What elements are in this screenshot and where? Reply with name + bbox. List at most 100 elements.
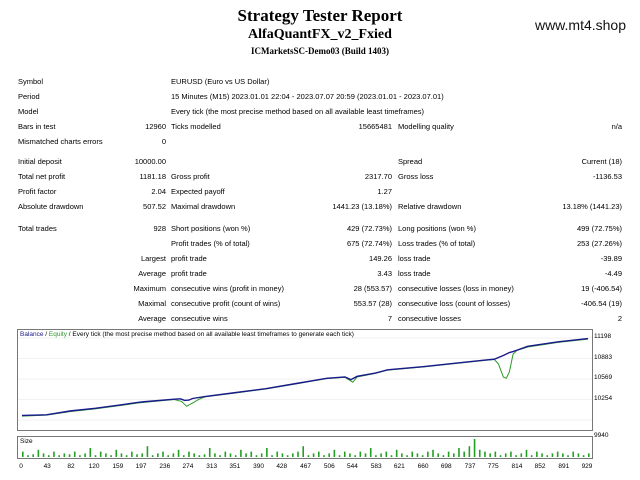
volume-bar: [530, 455, 533, 457]
quality-value: n/a: [611, 122, 622, 131]
volume-bar: [432, 449, 434, 457]
x-tick-label: 467: [300, 463, 311, 470]
volume-bar: [250, 451, 253, 457]
x-tick-label: 428: [276, 463, 288, 470]
balance-line: [21, 337, 589, 417]
volume-bar: [177, 449, 180, 457]
volume-bar: [302, 446, 305, 457]
x-tick-label: 621: [393, 463, 405, 470]
gross-loss-label: Gross loss: [398, 172, 434, 181]
volume-bar: [203, 454, 206, 457]
x-tick-label: 0: [19, 463, 23, 470]
ticks-value: 15665481: [358, 122, 392, 131]
cons-loss-label: consecutive loss (count of losses): [398, 299, 511, 308]
volume-bar: [541, 453, 543, 457]
volume-bar: [110, 455, 112, 457]
volume-bar: [136, 454, 138, 457]
x-tick-label: 82: [67, 463, 75, 470]
cons-wins-label: consecutive wins (profit in money): [171, 284, 284, 293]
volume-bar: [94, 455, 97, 457]
volume-bar: [266, 448, 268, 457]
profit-factor-value: 2.04: [151, 187, 166, 196]
cons-loss-value: -406.54 (19): [581, 299, 622, 308]
abs-drawdown-label: Absolute drawdown: [18, 202, 84, 211]
report-title: Strategy Tester Report: [237, 6, 403, 25]
avg-cons-losses-label: consecutive losses: [398, 314, 461, 323]
maximum-label: Maximum: [133, 284, 166, 293]
server-name: ICMarketsSC-Demo03 (Build 1403): [251, 46, 389, 56]
avg-cons-losses-value: 2: [617, 314, 622, 323]
period-label: Period: [18, 92, 40, 101]
short-value: 429 (72.73%): [346, 224, 392, 233]
x-tick-label: 852: [534, 463, 546, 470]
volume-bar: [546, 455, 549, 457]
largest-profit-value: 149.26: [369, 254, 392, 263]
y-tick-label: 9940: [594, 432, 609, 439]
x-tick-label: 120: [88, 463, 100, 470]
net-profit-value: 1181.18: [139, 172, 166, 181]
volume-bar: [323, 455, 325, 457]
expert-name: AlfaQuantFX_v2_Fxied: [248, 27, 392, 42]
volume-bar: [375, 455, 377, 457]
volume-bar: [312, 453, 315, 457]
volume-bar: [354, 455, 356, 457]
volume-bar: [141, 453, 144, 457]
y-tick-label: 10569: [594, 374, 613, 381]
volume-chart: [17, 436, 593, 459]
volume-bar: [146, 446, 149, 457]
balance-chart-svg: [18, 337, 592, 421]
x-tick-label: 891: [558, 463, 570, 470]
volume-bar: [536, 451, 538, 457]
volume-bar: [58, 455, 60, 457]
volume-bar: [214, 453, 216, 457]
x-tick-label: 737: [464, 463, 476, 470]
volume-bar: [427, 451, 429, 457]
volume-bar: [219, 455, 221, 457]
volume-bar: [510, 451, 512, 457]
gross-profit-value: 2317.70: [364, 172, 392, 181]
cons-losses-label: consecutive losses (loss in money): [398, 284, 514, 293]
volume-bar: [416, 453, 419, 457]
volume-bar: [562, 453, 564, 457]
volume-bar: [79, 455, 81, 457]
volume-bar: [343, 451, 346, 457]
volume-bar: [276, 451, 279, 457]
cons-losses-value: 19 (-406.54): [581, 284, 622, 293]
volume-bar: [307, 455, 310, 457]
spread-label: Spread: [398, 157, 423, 166]
rel-drawdown-value: 13.18% (1441.23): [562, 202, 622, 211]
volume-bar: [380, 453, 382, 457]
volume-bar: [359, 451, 362, 457]
volume-bar: [447, 451, 450, 457]
volume-bar: [520, 453, 523, 457]
avg-cons-wins-value: 7: [387, 314, 392, 323]
volume-bar: [364, 453, 367, 457]
initial-deposit-value: 10000.00: [134, 157, 166, 166]
balance-legend: Balance: [20, 331, 44, 338]
avg-profit-label: profit trade: [171, 269, 207, 278]
short-label: Short positions (won %): [171, 224, 251, 233]
x-tick-label: 814: [511, 463, 523, 470]
symbol-value: EURUSD (Euro vs US Dollar): [171, 77, 270, 86]
max-drawdown-label: Maximal drawdown: [171, 202, 236, 211]
long-label: Long positions (won %): [398, 224, 476, 233]
volume-bar: [515, 455, 517, 457]
volume-bar: [32, 454, 34, 457]
volume-bar: [105, 453, 107, 457]
volume-bar: [172, 453, 175, 457]
volume-bar: [198, 455, 201, 457]
x-tick-label: 197: [135, 463, 147, 470]
volume-bar: [193, 453, 195, 457]
gross-profit-label: Gross profit: [171, 172, 210, 181]
volume-bar: [463, 451, 465, 457]
spread-value: Current (18): [581, 157, 622, 166]
equity-line: [21, 338, 589, 417]
expected-payoff-label: Expected payoff: [171, 187, 225, 196]
avg-cons-wins-label: consecutive wins: [171, 314, 228, 323]
x-tick-label: 236: [159, 463, 171, 470]
loss-trades-label: Loss trades (% of total): [398, 239, 476, 248]
y-tick-label: 10883: [594, 353, 613, 361]
volume-bar: [484, 451, 486, 457]
volume-bar: [42, 453, 45, 457]
profit-trades-value: 675 (72.74%): [346, 239, 392, 248]
